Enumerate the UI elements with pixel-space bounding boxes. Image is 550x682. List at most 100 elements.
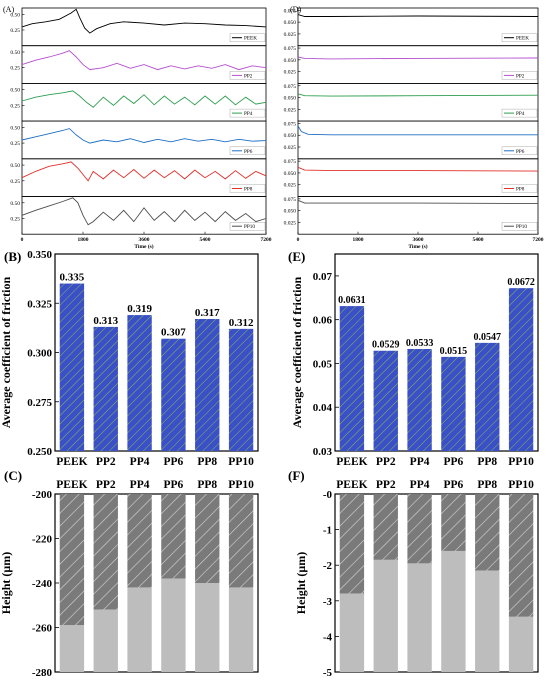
x-tick-label-PEEK: PEEK: [56, 456, 87, 468]
y-tick-label-PP2-2: 0.025: [284, 70, 297, 76]
y-tick-label-PP2-1: 0.050: [284, 58, 297, 64]
legend-label-PP2: PP2: [244, 73, 253, 79]
x-tick-label-PP10: PP10: [228, 479, 254, 491]
series-line-PEEK: [297, 14, 539, 17]
legend-label-PEEK: PEEK: [244, 36, 257, 42]
x-tick-label-2: 3600: [413, 237, 424, 243]
x-tick-label-3: 5400: [473, 237, 484, 243]
y-tick-label-PP10-1: 0.50: [10, 201, 20, 207]
y-axis-label: Height (μm): [294, 552, 308, 614]
series-line-PP8: [297, 166, 539, 172]
bar-remaining-PP10: [228, 587, 254, 672]
bar-PP2: [93, 326, 118, 451]
y-tick-label-4: 0.07: [313, 271, 333, 283]
bar-remaining-PP4: [407, 563, 432, 672]
bar-removed-PP4: [127, 494, 152, 588]
y-tick-label-2: -2: [323, 560, 333, 572]
y-tick-label-PEEK-0: 0.075: [284, 8, 297, 14]
legend-box-PP6: [229, 146, 266, 156]
chart-a-friction-time: 0.25 0.50 PEEK 0.25 0.50 PP2 0.25 0.50 PP4 0.25 0.…: [10, 7, 272, 250]
bar-PEEK: [339, 306, 365, 451]
legend-label-PP2: PP2: [516, 73, 525, 79]
legend-label-PP10: PP10: [516, 224, 527, 230]
series-line-PP8: [21, 161, 267, 182]
y-tick-label-PP6-1: 0.50: [10, 125, 20, 131]
x-tick-label-PP8: PP8: [197, 456, 217, 468]
bar-remaining-PP2: [373, 559, 398, 672]
y-tick-label-3: 0.06: [313, 315, 333, 327]
series-line-PP10: [297, 199, 539, 205]
bar-removed-PP6: [161, 494, 186, 579]
y-tick-label-5: -5: [323, 667, 333, 679]
bar-remaining-PP8: [195, 583, 220, 672]
legend-box-PP4: [229, 108, 266, 118]
series-line-PP4: [21, 90, 267, 108]
y-tick-label-PP10-0: 0.25: [10, 216, 20, 222]
bar-PP8: [475, 342, 500, 451]
x-tick-label-PP2: PP2: [96, 456, 116, 468]
x-tick-label-0: 0: [297, 237, 300, 243]
legend-box-PEEK: [229, 33, 266, 42]
chart-b-average-friction: 0.250 0.275 0.300 0.325 0.350 Average coeffic…: [0, 249, 259, 468]
series-line-PP2: [297, 56, 539, 60]
x-tick-label-2: 3600: [139, 237, 150, 243]
y-axis-label: Average coefficient of friction: [290, 276, 304, 428]
x-tick-label-PP4: PP4: [410, 479, 430, 491]
legend-box-PP10: [501, 221, 538, 231]
x-tick-label-PP4: PP4: [130, 456, 150, 468]
chart-c-height: -200 -220 -240 -260 -280 Height (μm) PEEK PP2 PP…: [0, 479, 259, 679]
y-tick-label-2: -240: [32, 578, 53, 590]
bar-value-label-PEEK: 0.0631: [338, 295, 366, 306]
y-tick-label-PP4-0: 0.25: [10, 103, 20, 109]
bar-remaining-PP8: [475, 570, 500, 672]
y-tick-label-PP8-1: 0.50: [10, 163, 20, 169]
x-tick-label-PEEK: PEEK: [336, 456, 367, 468]
x-tick-label-4: 7200: [533, 237, 544, 243]
bar-PP4: [127, 315, 152, 451]
bar-removed-PP2: [93, 494, 118, 610]
bar-PP4: [407, 348, 432, 451]
x-tick-label-1: 1800: [78, 237, 89, 243]
y-tick-label-PP2-0: 0.25: [10, 66, 20, 72]
plot-frame: [54, 493, 259, 673]
y-tick-label-0: -200: [32, 489, 53, 501]
x-tick-label-PP4: PP4: [410, 456, 430, 468]
y-tick-label-1: -220: [32, 534, 53, 546]
x-tick-label-PP2: PP2: [376, 479, 396, 491]
x-tick-label-0: 0: [21, 237, 24, 243]
legend-box-PP8: [229, 184, 266, 193]
bar-value-label-PP2: 0.0529: [372, 340, 400, 351]
series-line-PP4: [297, 93, 539, 97]
y-tick-label-PP2-1: 0.50: [10, 50, 20, 56]
y-tick-label-PP10-2: 0.025: [284, 220, 297, 226]
y-axis-label: Average coefficient of friction: [0, 276, 13, 428]
y-tick-label-3: 0.325: [27, 298, 52, 310]
bar-remaining-PP2: [93, 609, 118, 672]
panel-e-label: (E): [288, 249, 305, 264]
legend-box-PP4: [501, 108, 538, 118]
bar-PP10: [228, 328, 254, 451]
x-tick-label-PP2: PP2: [96, 479, 116, 491]
bar-value-label-PP4: 0.319: [127, 303, 152, 315]
bar-PP2: [373, 350, 398, 451]
bar-value-label-PP8: 0.0547: [474, 332, 502, 343]
y-tick-label-PEEK-0: 0.25: [10, 28, 20, 34]
series-line-PP2: [21, 50, 267, 71]
y-tick-label-1: -1: [323, 525, 332, 537]
bar-removed-PEEK: [339, 494, 365, 594]
bar-removed-PP8: [475, 494, 500, 571]
x-tick-label-PP10: PP10: [228, 456, 254, 468]
panel-a-label: (A): [3, 5, 14, 14]
y-tick-label-4: -4: [323, 631, 333, 643]
legend-label-PP4: PP4: [244, 111, 253, 117]
subplot-frame-PP4: [21, 83, 267, 122]
series-line-PP10: [21, 197, 267, 226]
plot-frame: [54, 253, 259, 452]
bar-value-label-PP10: 0.0672: [507, 277, 535, 288]
bar-value-label-PEEK: 0.335: [60, 272, 85, 284]
plot-frame: [334, 493, 539, 673]
bar-PP6: [441, 356, 466, 451]
bar-value-label-PP4: 0.0533: [406, 338, 434, 349]
y-tick-label-PP4-1: 0.050: [284, 96, 297, 102]
